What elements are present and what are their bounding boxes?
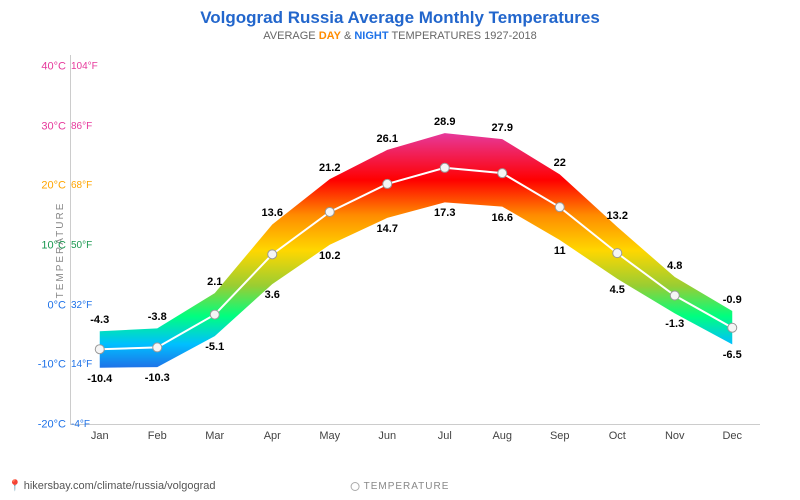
y-tick-celsius: 20°C <box>11 181 66 192</box>
avg-temperature-marker <box>670 291 679 300</box>
x-tick-month: Dec <box>722 430 742 442</box>
footer-url: hikersbay.com/climate/russia/volgograd <box>24 480 216 492</box>
night-word: NIGHT <box>354 30 388 42</box>
avg-temperature-marker <box>95 345 104 354</box>
night-temp-label: 17.3 <box>434 207 455 219</box>
x-tick-month: Feb <box>148 430 167 442</box>
avg-temperature-marker <box>268 250 277 259</box>
day-temp-label: -3.8 <box>148 311 167 323</box>
chart-svg <box>71 55 761 425</box>
title-area: Volgograd Russia Average Monthly Tempera… <box>0 0 800 42</box>
night-temp-label: -6.5 <box>723 349 742 361</box>
night-temp-label: -10.3 <box>145 372 170 384</box>
chart-title: Volgograd Russia Average Monthly Tempera… <box>0 8 800 28</box>
x-tick-month: Jun <box>378 430 396 442</box>
y-tick-celsius: 30°C <box>11 121 66 132</box>
avg-temperature-marker <box>210 310 219 319</box>
night-temp-label: 16.6 <box>492 212 513 224</box>
day-temp-label: 2.1 <box>207 276 222 288</box>
avg-temperature-marker <box>728 323 737 332</box>
avg-temperature-marker <box>498 169 507 178</box>
y-tick-celsius: -20°C <box>11 420 66 431</box>
chart-subtitle: AVERAGE DAY & NIGHT TEMPERATURES 1927-20… <box>0 30 800 42</box>
chart-container: Volgograd Russia Average Monthly Tempera… <box>0 0 800 500</box>
day-temp-label: 21.2 <box>319 162 340 174</box>
avg-temperature-marker <box>153 343 162 352</box>
day-temp-label: 13.6 <box>262 207 283 219</box>
x-tick-month: Mar <box>205 430 224 442</box>
x-tick-month: Nov <box>665 430 685 442</box>
day-temp-label: 22 <box>554 157 566 169</box>
night-temp-label: 4.5 <box>610 284 625 296</box>
plot-area: -20°C-4°F-10°C14°F0°C32°F10°C50°F20°C68°… <box>70 55 760 425</box>
avg-temperature-marker <box>555 203 564 212</box>
x-tick-month: Apr <box>264 430 281 442</box>
x-tick-month: Sep <box>550 430 570 442</box>
y-tick-celsius: 10°C <box>11 240 66 251</box>
y-tick-celsius: -10°C <box>11 360 66 371</box>
x-tick-month: Jan <box>91 430 109 442</box>
avg-temperature-marker <box>325 207 334 216</box>
pin-icon: 📍 <box>8 480 22 492</box>
y-tick-celsius: 0°C <box>11 300 66 311</box>
legend-marker-icon <box>351 482 360 491</box>
avg-temperature-marker <box>440 163 449 172</box>
day-temp-label: 27.9 <box>492 122 513 134</box>
day-temp-label: 4.8 <box>667 260 682 272</box>
night-temp-label: 3.6 <box>265 289 280 301</box>
night-temp-label: -5.1 <box>205 341 224 353</box>
avg-temperature-marker <box>383 179 392 188</box>
night-temp-label: 14.7 <box>377 223 398 235</box>
night-temp-label: 10.2 <box>319 250 340 262</box>
day-temp-label: -4.3 <box>90 314 109 326</box>
day-temp-label: -0.9 <box>723 294 742 306</box>
x-tick-month: May <box>319 430 340 442</box>
day-temp-label: 13.2 <box>607 210 628 222</box>
night-temp-label: -10.4 <box>87 373 112 385</box>
x-tick-month: Jul <box>438 430 452 442</box>
y-tick-celsius: 40°C <box>11 61 66 72</box>
x-tick-month: Oct <box>609 430 626 442</box>
x-tick-month: Aug <box>492 430 512 442</box>
night-temp-label: 11 <box>554 245 566 257</box>
legend: TEMPERATURE <box>351 481 450 492</box>
night-temp-label: -1.3 <box>665 318 684 330</box>
avg-temperature-marker <box>613 249 622 258</box>
legend-label: TEMPERATURE <box>364 481 450 492</box>
footer-attribution: 📍hikersbay.com/climate/russia/volgograd <box>8 479 215 492</box>
day-word: DAY <box>319 30 341 42</box>
temperature-band <box>100 133 733 368</box>
day-temp-label: 26.1 <box>377 133 398 145</box>
day-temp-label: 28.9 <box>434 116 455 128</box>
